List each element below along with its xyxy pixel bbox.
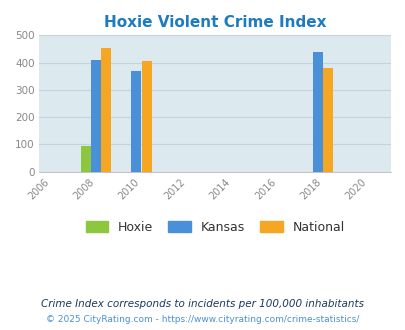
Bar xyxy=(91,60,101,172)
Bar xyxy=(312,52,322,172)
Bar xyxy=(131,71,141,172)
Text: © 2025 CityRating.com - https://www.cityrating.com/crime-statistics/: © 2025 CityRating.com - https://www.city… xyxy=(46,315,359,324)
Bar xyxy=(81,146,91,172)
Title: Hoxie Violent Crime Index: Hoxie Violent Crime Index xyxy=(104,15,326,30)
Bar xyxy=(101,48,111,172)
Text: Crime Index corresponds to incidents per 100,000 inhabitants: Crime Index corresponds to incidents per… xyxy=(41,299,364,309)
Bar xyxy=(322,68,332,172)
Bar xyxy=(141,61,151,172)
Legend: Hoxie, Kansas, National: Hoxie, Kansas, National xyxy=(81,216,349,239)
